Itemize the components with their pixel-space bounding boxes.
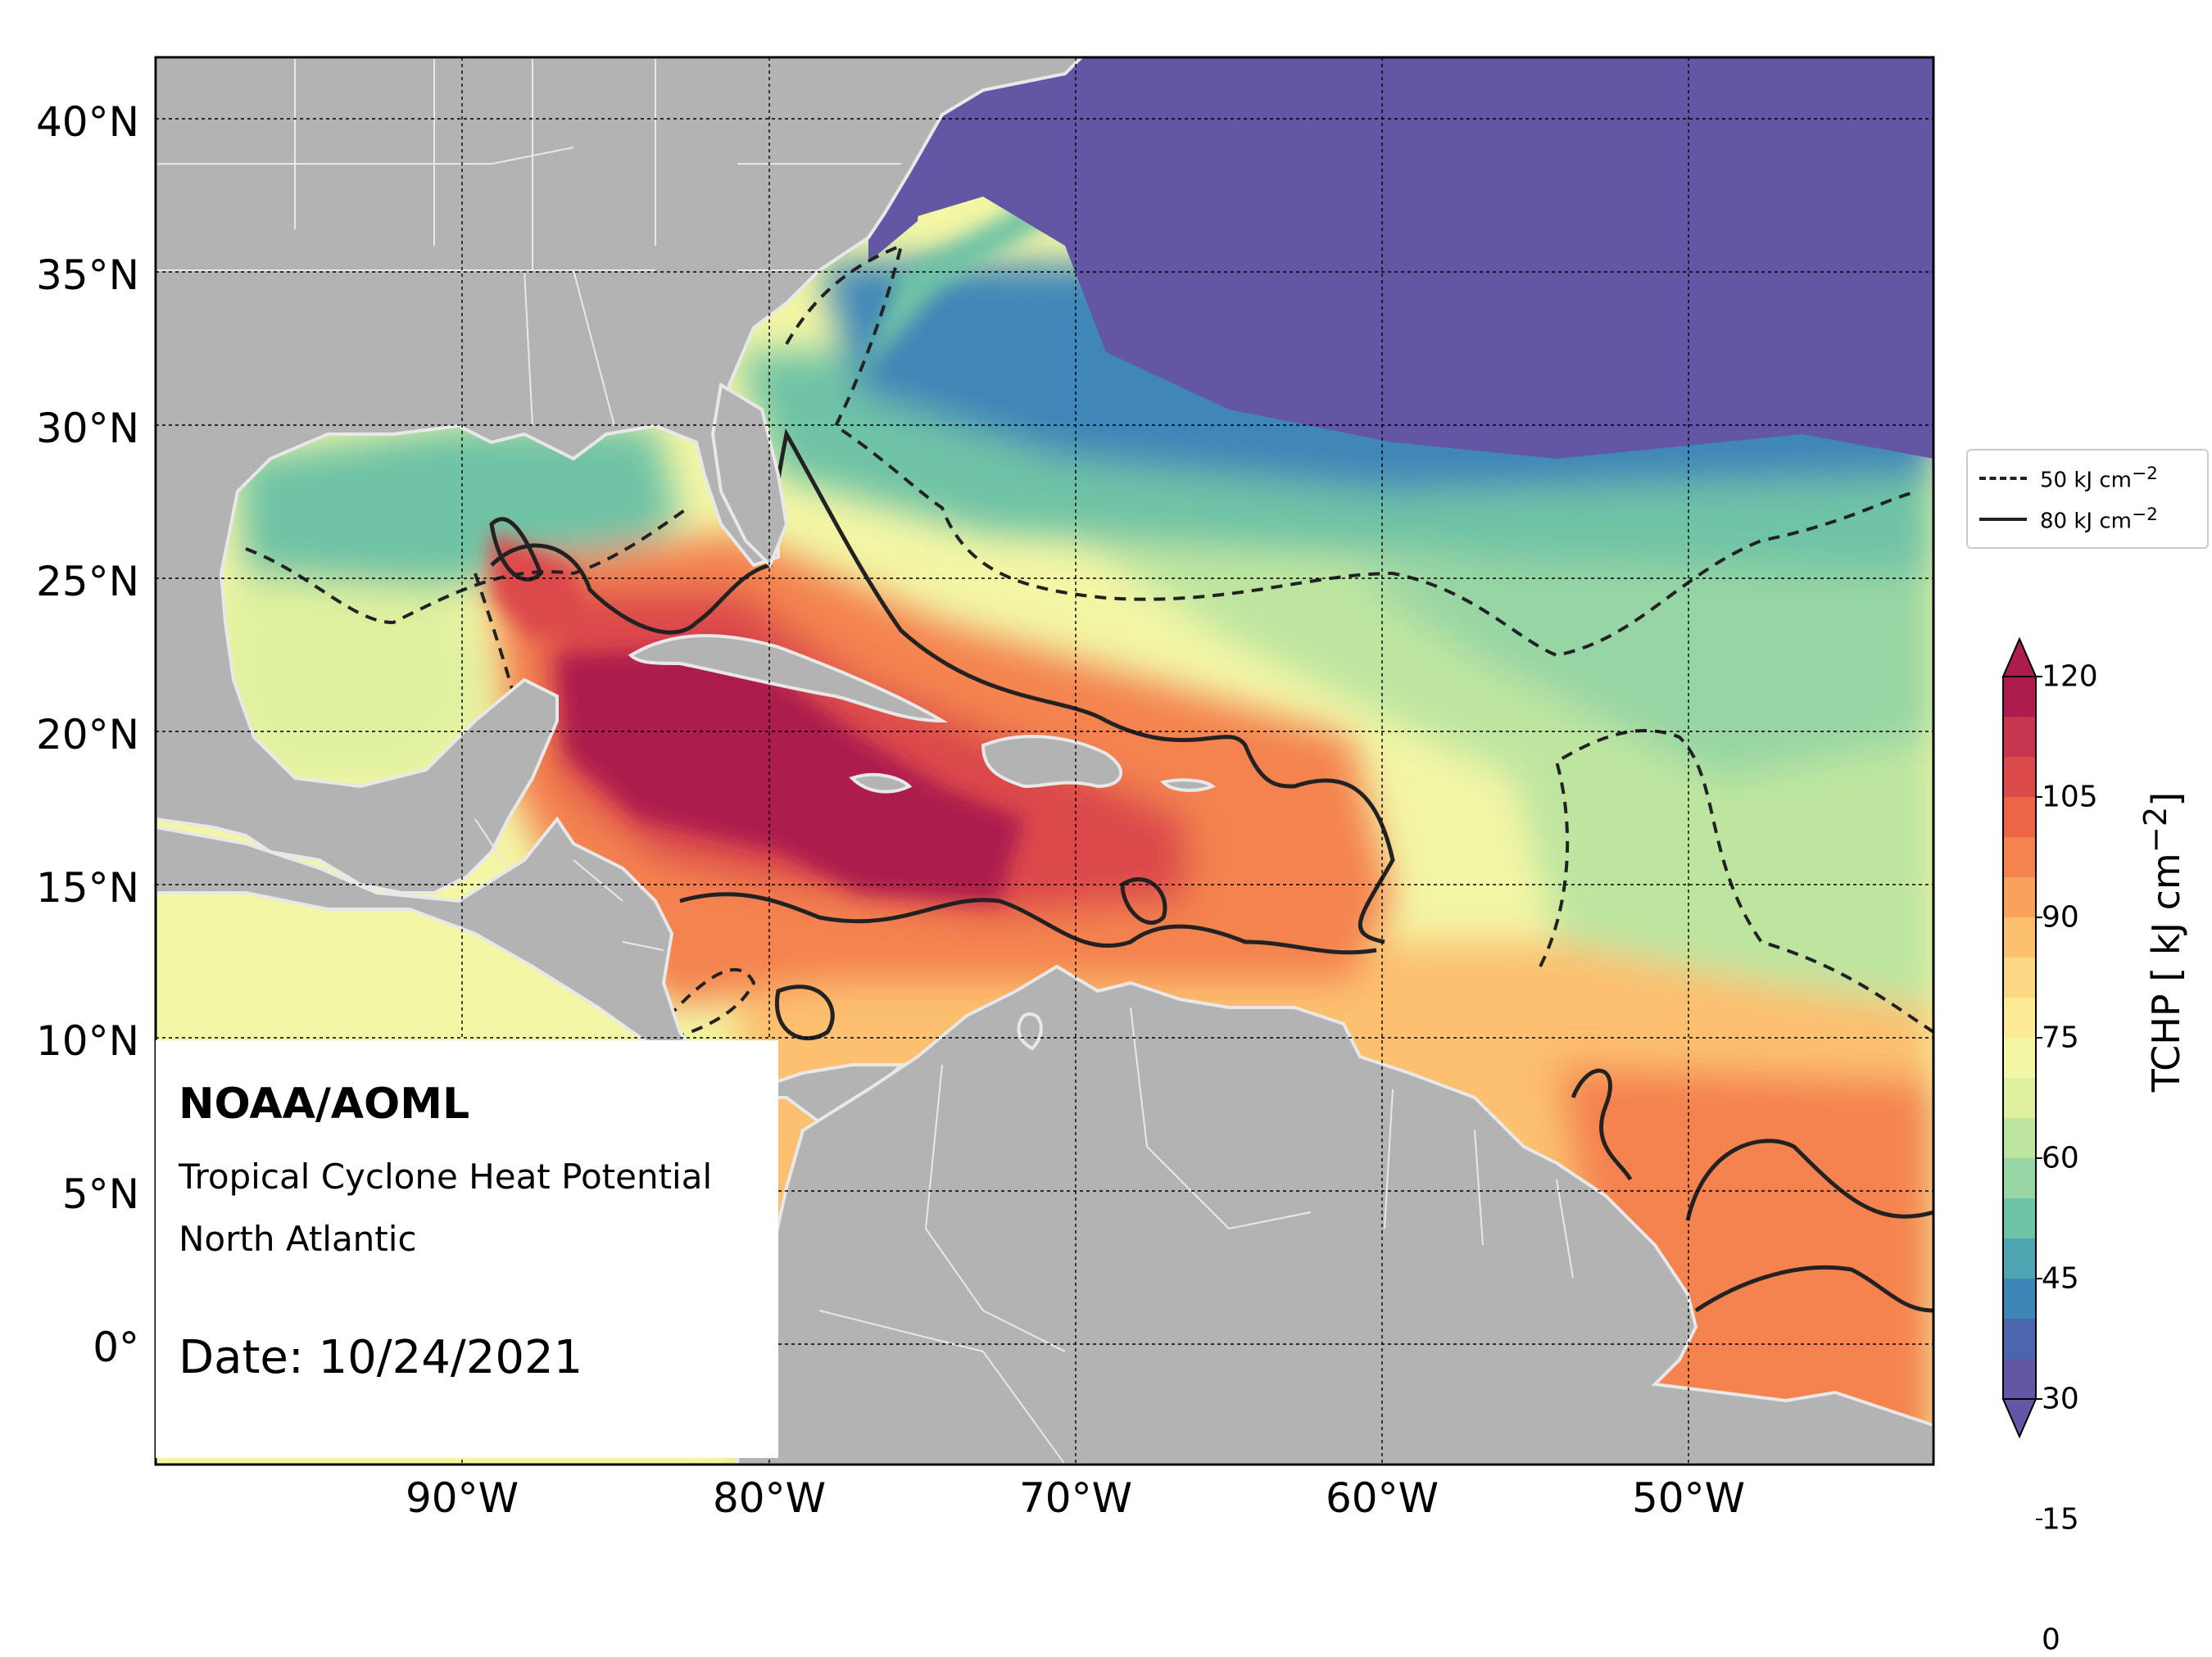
contour-80-caribbean-south (679, 892, 1377, 955)
tchp-gulf-stream (860, 188, 1081, 377)
tchp-gulf-cool (238, 426, 680, 590)
land-cuba (628, 634, 949, 723)
lat-label-15n: 15°N (35, 864, 139, 912)
colorbar-segment (2003, 837, 2036, 878)
colorbar-segment (2003, 717, 2036, 758)
colorbar-tick-label: 15 (2042, 1502, 2079, 1537)
colorbar-tick-label: 90 (2042, 900, 2079, 935)
colorbar-tick-label: 60 (2042, 1141, 2079, 1175)
colorbar-label-text: TCHP [ kJ cm (2144, 853, 2189, 1093)
colorbar-segment (2003, 757, 2036, 798)
lon-label-70w: 70°W (1018, 1474, 1133, 1522)
lat-label-25n: 25°N (35, 558, 139, 605)
contour-80-eddy-2 (1120, 877, 1167, 925)
org-title: NOAA/AOML (179, 1080, 470, 1129)
colorbar-segment (2003, 1359, 2036, 1400)
colorbar-segment (2003, 1158, 2036, 1199)
dashed-line-swatch (1979, 477, 2027, 480)
lat-label-0: 0° (93, 1324, 139, 1371)
colorbar-segment (2003, 1238, 2036, 1279)
colorbar-extend-max (2001, 636, 2037, 677)
product-name: Tropical Cyclone Heat Potential (179, 1157, 713, 1197)
date-label: Date: 10/24/2021 (179, 1331, 583, 1384)
contour-50-south (1539, 729, 1933, 1034)
legend-entry-50: 50 kJ cm−2 (1979, 462, 2158, 495)
legend-label-50: 50 kJ cm (2040, 468, 2132, 493)
colorbar-segment (2003, 1319, 2036, 1360)
legend-entry-80: 80 kJ cm−2 (1979, 503, 2158, 536)
tchp-map-figure (154, 56, 2042, 1520)
lat-label-20n: 20°N (35, 711, 139, 758)
colorbar-tick-label: 105 (2042, 780, 2098, 814)
colorbar-tick-label: 30 (2042, 1382, 2079, 1416)
lat-label-40n: 40°N (35, 98, 139, 146)
colorbar-segment (2003, 1279, 2036, 1320)
tchp-caribbean-core (557, 647, 1024, 901)
tchp-cold-north (901, 57, 1933, 459)
info-box (156, 1040, 778, 1458)
land-puerto-rico (1160, 778, 1216, 792)
colorbar-label: TCHP [ kJ cm−2] (2137, 792, 2188, 1092)
colorbar-tick-label: 75 (2042, 1021, 2079, 1055)
colorbar-tick-label: 45 (2042, 1261, 2079, 1296)
colorbar-segment (2003, 1198, 2036, 1239)
colorbar-segment (2003, 797, 2036, 838)
contour-50-north (785, 242, 1918, 658)
legend-label-80: 80 kJ cm (2040, 509, 2132, 534)
solid-line-swatch (1979, 518, 2027, 521)
land-central-america (156, 816, 905, 1125)
colorbar-segment (2003, 877, 2036, 918)
contour-legend: 50 kJ cm−2 80 kJ cm−2 (1966, 449, 2209, 549)
land-jamaica (849, 772, 913, 794)
lon-label-80w: 80°W (712, 1474, 827, 1522)
lat-label-5n: 5°N (61, 1170, 139, 1218)
land-lake (1017, 1012, 1043, 1051)
tchp-mid-atlantic-2 (1352, 524, 1933, 778)
contours (245, 242, 1933, 1313)
contour-80-guiana (1571, 1068, 1933, 1313)
colorbar-label-close: ] (2144, 791, 2189, 807)
tchp-gulf-west (221, 573, 492, 778)
contour-50-centam (654, 967, 756, 1042)
colorbar-tick-label: 120 (2042, 659, 2098, 694)
colorbar-segment (2003, 998, 2036, 1039)
land-south-america (735, 964, 1933, 1465)
colorbar-label-exp: −2 (2137, 806, 2174, 853)
land-florida (710, 382, 789, 568)
land-hispaniola (981, 735, 1123, 789)
colorbar-segment (2003, 1038, 2036, 1079)
lon-label-50w: 50°W (1631, 1474, 1746, 1522)
contour-50-gulf (245, 506, 690, 625)
region-name: North Atlantic (179, 1219, 417, 1259)
map-area (156, 57, 1933, 1465)
lon-label-90w: 90°W (405, 1474, 519, 1522)
lat-label-30n: 30°N (35, 405, 139, 452)
colorbar-segment (2003, 958, 2036, 998)
lat-label-10n: 10°N (35, 1017, 139, 1065)
colorbar-segment (2003, 1078, 2036, 1119)
contour-80-loop (489, 517, 543, 582)
lat-label-35n: 35°N (35, 251, 139, 299)
legend-exp-80: −2 (2131, 505, 2158, 526)
lon-label-60w: 60°W (1325, 1474, 1439, 1522)
colorbar-segment (2003, 1118, 2036, 1159)
land (156, 57, 1933, 1465)
contour-80-caribbean-north (490, 428, 1395, 944)
colorbar-extend-min (2001, 1398, 2037, 1439)
contour-80-eddy-panama (775, 985, 835, 1041)
colorbar-segment (2003, 677, 2036, 718)
tchp-loop-current (492, 532, 590, 639)
colorbar (2001, 636, 2042, 1520)
colorbar-tick-label: 0 (2042, 1623, 2060, 1657)
map-frame (154, 56, 1935, 1466)
legend-exp-50: −2 (2131, 464, 2158, 485)
colorbar-segment (2003, 917, 2036, 958)
political-borders (156, 57, 1574, 1465)
land-north-america (156, 57, 1084, 894)
